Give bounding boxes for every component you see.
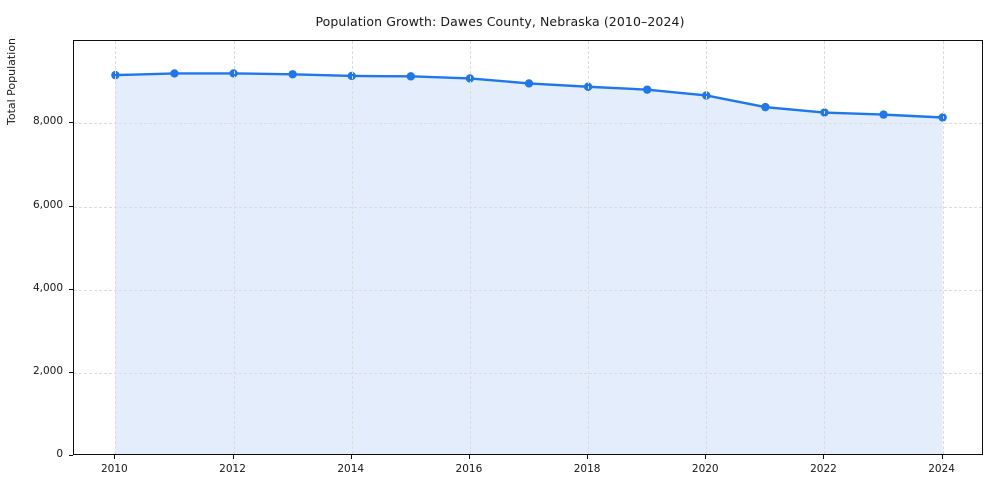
x-tick-mark bbox=[350, 455, 352, 459]
x-tick-mark bbox=[705, 455, 707, 459]
gridline-vertical bbox=[469, 41, 471, 454]
chart-title: Population Growth: Dawes County, Nebrask… bbox=[315, 14, 685, 29]
x-tick-label: 2016 bbox=[455, 463, 483, 475]
data-point-marker bbox=[170, 69, 179, 78]
y-tick-mark bbox=[69, 205, 73, 207]
data-point-marker bbox=[642, 85, 652, 94]
gridline-horizontal bbox=[74, 123, 982, 125]
gridline-horizontal bbox=[74, 206, 982, 208]
gridline-vertical bbox=[824, 41, 826, 454]
x-tick-label: 2010 bbox=[100, 463, 128, 475]
x-tick-label: 2022 bbox=[810, 463, 837, 475]
y-tick-label: 4,000 bbox=[32, 281, 63, 294]
x-tick-label: 2024 bbox=[928, 463, 955, 475]
plot-area bbox=[73, 40, 983, 455]
gridline-horizontal bbox=[74, 289, 982, 291]
data-point-marker bbox=[406, 72, 416, 81]
y-tick-mark bbox=[69, 455, 73, 456]
y-tick-mark bbox=[69, 288, 73, 290]
x-tick-label: 2012 bbox=[219, 463, 246, 475]
x-tick-mark bbox=[941, 455, 943, 459]
gridline-vertical bbox=[115, 41, 117, 454]
area-fill bbox=[115, 73, 943, 454]
data-point-marker bbox=[288, 70, 297, 79]
y-tick-label: 2,000 bbox=[32, 364, 63, 377]
gridline-horizontal bbox=[74, 372, 982, 374]
gridline-vertical bbox=[942, 41, 944, 454]
y-tick-mark bbox=[69, 371, 73, 373]
y-tick-label: 6,000 bbox=[32, 198, 63, 211]
x-tick-mark bbox=[114, 455, 116, 459]
y-tick-mark bbox=[69, 122, 73, 124]
x-tick-mark bbox=[232, 455, 234, 459]
population-line-series bbox=[111, 69, 947, 454]
x-tick-mark bbox=[587, 455, 589, 459]
y-tick-label: 0 bbox=[56, 448, 63, 460]
y-axis-label: Total Population bbox=[5, 38, 18, 125]
gridline-vertical bbox=[706, 41, 708, 454]
x-tick-label: 2020 bbox=[691, 463, 719, 475]
gridline-vertical bbox=[233, 41, 235, 454]
data-point-marker bbox=[879, 110, 888, 119]
gridline-vertical bbox=[351, 41, 353, 454]
y-tick-label: 8,000 bbox=[32, 115, 63, 128]
x-tick-mark bbox=[468, 455, 470, 459]
data-point-marker bbox=[761, 102, 770, 112]
x-tick-label: 2014 bbox=[337, 463, 365, 475]
x-tick-label: 2018 bbox=[573, 463, 601, 475]
data-point-marker bbox=[524, 79, 534, 88]
gridline-vertical bbox=[588, 41, 590, 454]
x-tick-mark bbox=[823, 455, 825, 459]
data-point-marker bbox=[820, 108, 829, 117]
